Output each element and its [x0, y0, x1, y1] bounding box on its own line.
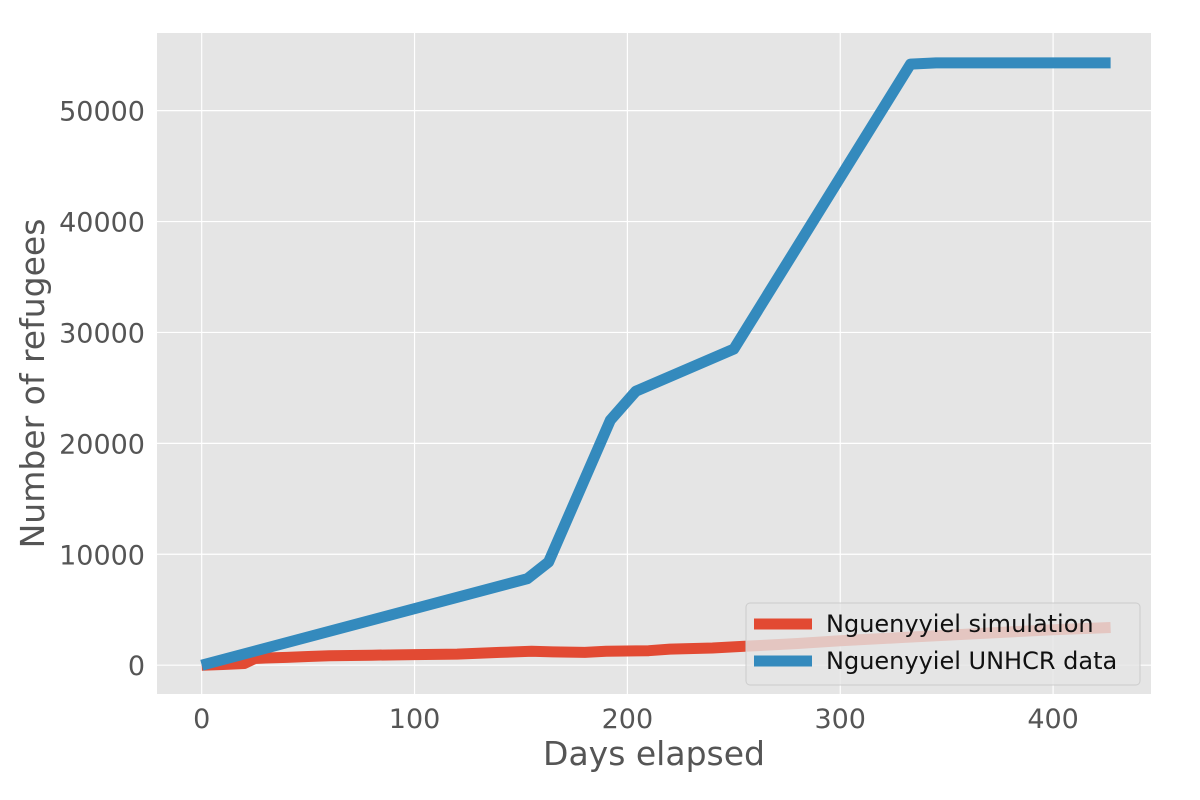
- x-tick-label: 0: [193, 704, 210, 735]
- tick-labels: 0 100 200 300 400 0 10000 20000 30000 40000 50000: [59, 97, 1079, 735]
- y-axis-label: Number of refugees: [13, 219, 52, 549]
- x-tick-label: 400: [1027, 704, 1079, 735]
- legend-label-unhcr: Nguenyyiel UNHCR data: [826, 647, 1117, 675]
- x-tick-label: 200: [602, 704, 654, 735]
- grid: [157, 33, 1151, 694]
- y-tick-label: 40000: [59, 208, 145, 239]
- y-tick-label: 0: [128, 651, 145, 682]
- y-tick-label: 20000: [59, 429, 145, 460]
- plot-area: [157, 33, 1151, 694]
- y-tick-label: 10000: [59, 540, 145, 571]
- series-line-1: [200, 57, 1111, 671]
- legend-box: [745, 602, 1141, 686]
- legend-label-simulation: Nguenyyiel simulation: [826, 610, 1094, 638]
- x-tick-label: 100: [389, 704, 441, 735]
- x-tick-label: 300: [814, 704, 866, 735]
- x-axis-label: Days elapsed: [543, 734, 765, 773]
- legend: Nguenyyiel simulation Nguenyyiel UNHCR d…: [745, 602, 1141, 686]
- y-tick-label: 30000: [59, 318, 145, 349]
- y-tick-label: 50000: [59, 97, 145, 128]
